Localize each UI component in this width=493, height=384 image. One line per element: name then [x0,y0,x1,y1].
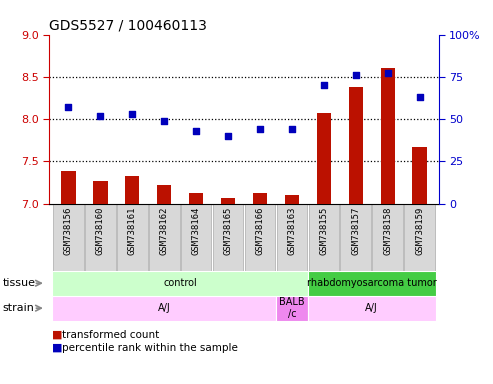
Bar [413,147,427,204]
Bar [221,198,235,204]
Text: GSM738157: GSM738157 [352,207,360,255]
Point [128,111,136,117]
Bar [157,185,172,204]
Text: transformed count: transformed count [62,330,159,340]
Bar [245,204,275,271]
Text: control: control [163,278,197,288]
Text: rhabdomyosarcoma tumor: rhabdomyosarcoma tumor [307,278,437,288]
Bar [181,204,211,271]
Bar [372,204,403,271]
Text: GSM738166: GSM738166 [255,207,265,255]
Bar [61,171,75,204]
Text: A/J: A/J [365,303,378,313]
Bar [213,204,244,271]
Bar [52,296,276,321]
Bar [317,113,331,204]
Bar [93,181,107,204]
Bar [117,204,147,271]
Bar [309,204,339,271]
Text: BALB
/c: BALB /c [279,297,305,319]
Text: GDS5527 / 100460113: GDS5527 / 100460113 [49,18,207,32]
Bar [277,204,307,271]
Point [320,82,328,88]
Bar [189,194,203,204]
Text: GSM738159: GSM738159 [415,207,424,255]
Bar [308,271,436,296]
Point [288,126,296,132]
Bar [149,204,179,271]
Point [192,128,200,134]
Bar [53,204,84,271]
Text: GSM738155: GSM738155 [319,207,328,255]
Text: tissue: tissue [2,278,35,288]
Bar [276,296,308,321]
Text: strain: strain [2,303,35,313]
Bar [349,87,363,204]
Text: ■: ■ [52,343,62,353]
Bar [253,192,267,204]
Text: GSM738160: GSM738160 [96,207,105,255]
Text: percentile rank within the sample: percentile rank within the sample [62,343,238,353]
Bar [404,204,435,271]
Bar [85,204,116,271]
Point [384,70,391,76]
Text: GSM738163: GSM738163 [287,207,296,255]
Point [224,133,232,139]
Point [97,113,105,119]
Point [65,104,72,110]
Text: GSM738158: GSM738158 [383,207,392,255]
Text: GSM738162: GSM738162 [160,207,169,255]
Text: GSM738164: GSM738164 [192,207,201,255]
Point [160,118,168,124]
Bar [125,177,140,204]
Text: GSM738165: GSM738165 [223,207,233,255]
Bar [341,204,371,271]
Bar [285,195,299,204]
Point [256,126,264,132]
Bar [308,296,436,321]
Text: A/J: A/J [158,303,171,313]
Text: ■: ■ [52,330,62,340]
Bar [381,68,395,204]
Point [352,72,360,78]
Text: GSM738161: GSM738161 [128,207,137,255]
Text: GSM738156: GSM738156 [64,207,73,255]
Point [416,94,423,100]
Bar [52,271,308,296]
